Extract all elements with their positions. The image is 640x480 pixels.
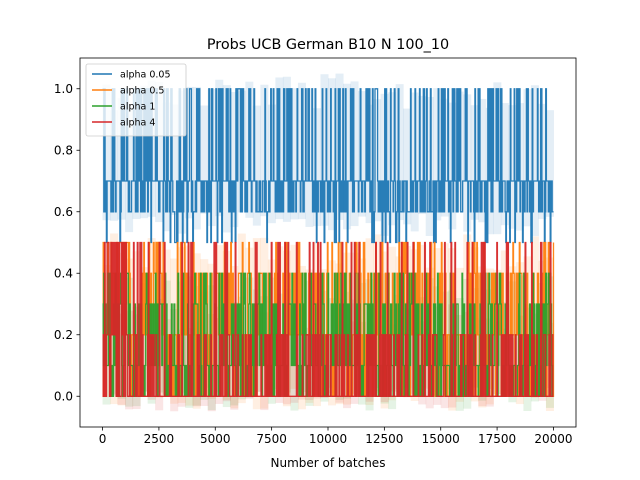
band-0-57: [530, 85, 539, 237]
band-0-39: [395, 84, 404, 221]
y-tick-label-4: 0.8: [54, 143, 73, 157]
band-0-3: [125, 105, 134, 233]
x-tick-label-1: 2500: [144, 432, 175, 446]
band-2-47: [455, 298, 464, 411]
axes: 0 2500 5000 7500 10000 12500 15000 17500 20000 0.…: [54, 57, 577, 446]
x-tick-label-6: 15000: [422, 432, 460, 446]
series-line-0: [102, 88, 554, 244]
band-0-44: [433, 88, 442, 221]
legend: alpha 0.05 alpha 0.5 alpha 1 alpha 4: [85, 63, 187, 137]
y-tick-label-1: 0.2: [54, 328, 73, 342]
band-2-36: [373, 291, 382, 391]
x-tick-label-0: 0: [99, 432, 107, 446]
legend-label-1: alpha 0.5: [120, 86, 164, 97]
band-0-42: [418, 95, 427, 215]
band-0-50: [478, 98, 487, 223]
band-0-59: [545, 110, 554, 217]
y-tick-label-5: 1.0: [54, 82, 73, 96]
band-0-0: [102, 84, 111, 221]
band-0-40: [403, 108, 412, 225]
x-axis-label: Number of batches: [271, 456, 386, 470]
x-tick-label-8: 20000: [534, 432, 572, 446]
band-0-30: [328, 78, 337, 231]
band-2-5: [140, 283, 149, 392]
band-0-25: [290, 88, 299, 220]
legend-box: [85, 63, 187, 137]
band-1-4: [132, 251, 141, 396]
band-3-47: [455, 315, 464, 394]
chart-title: Probs UCB German B10 N 100_10: [207, 37, 449, 53]
y-tick-label-2: 0.4: [54, 266, 73, 280]
band-0-34: [358, 91, 367, 217]
series-line-3: [102, 241, 554, 397]
band-0-13: [200, 105, 209, 214]
band-3-36: [373, 321, 382, 388]
band-0-28: [312, 108, 321, 227]
y-tick-label-3: 0.6: [54, 205, 73, 219]
legend-label-3: alpha 4: [120, 118, 155, 129]
band-3-5: [140, 307, 149, 391]
x-tick-label-5: 12500: [365, 432, 403, 446]
legend-label-0: alpha 0.05: [120, 70, 171, 81]
band-0-53: [500, 103, 509, 226]
band-0-17: [230, 91, 239, 228]
band-0-33: [350, 81, 359, 227]
legend-label-2: alpha 1: [120, 102, 155, 113]
x-tick-label-3: 7500: [256, 432, 287, 446]
band-0-10: [177, 90, 186, 234]
band-0-20: [252, 105, 261, 226]
series-lines: [102, 88, 555, 397]
band-0-54: [508, 105, 517, 229]
band-0-7: [155, 82, 164, 223]
band-0-9: [170, 104, 179, 215]
band-1-34: [358, 258, 367, 395]
x-tick-label-4: 10000: [309, 432, 347, 446]
y-tick-label-0: 0.0: [54, 389, 73, 403]
band-0-29: [320, 74, 329, 226]
x-tick-label-7: 17500: [478, 432, 516, 446]
band-0-32: [343, 83, 352, 230]
x-tick-label-2: 5000: [200, 432, 231, 446]
band-0-38: [388, 92, 397, 226]
band-0-43: [425, 96, 434, 237]
